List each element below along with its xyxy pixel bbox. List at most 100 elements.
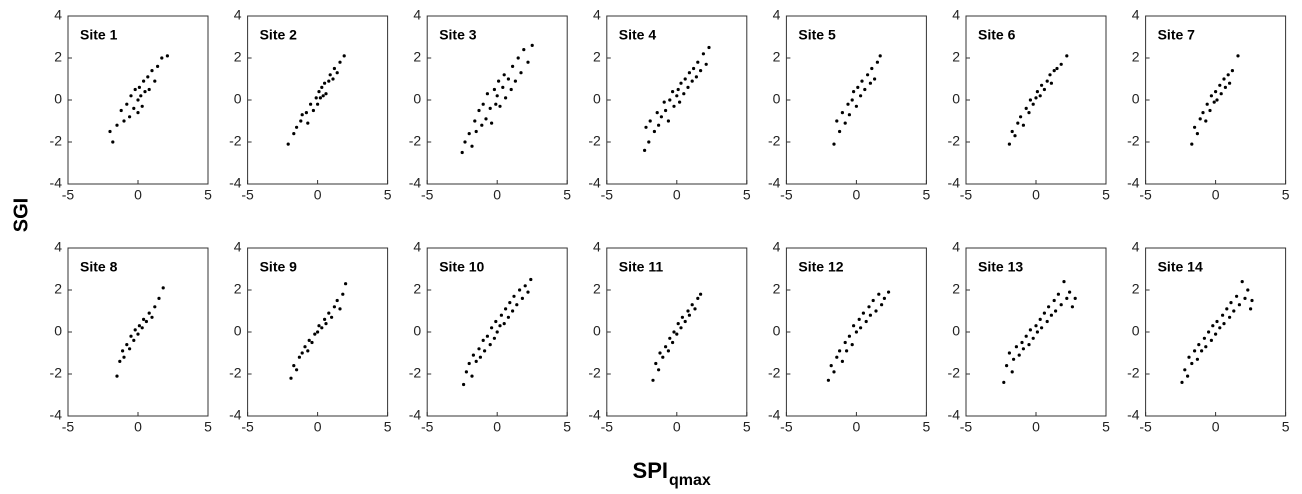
- x-tick-label: 0: [493, 419, 501, 435]
- plot-frame: [247, 15, 389, 185]
- x-axis-label-subscript: qmax: [669, 472, 711, 489]
- point: [1045, 319, 1049, 324]
- point: [847, 334, 852, 338]
- point: [1222, 77, 1226, 81]
- point: [1016, 121, 1020, 125]
- point: [1250, 298, 1254, 303]
- point: [477, 347, 481, 351]
- plot-frame: [785, 15, 927, 185]
- point: [648, 119, 652, 123]
- y-tick-label: 2: [413, 49, 421, 65]
- y-tick-label: 4: [593, 239, 601, 255]
- point: [1054, 309, 1058, 313]
- y-tick-label: -2: [948, 365, 961, 381]
- point: [707, 45, 711, 50]
- point: [657, 368, 661, 372]
- x-tick-label: 0: [1032, 187, 1040, 203]
- y-tick-label: -2: [768, 365, 781, 381]
- point: [146, 75, 150, 79]
- point: [108, 129, 112, 134]
- x-tick-label: 5: [923, 419, 931, 435]
- point: [683, 319, 687, 324]
- point: [1035, 90, 1039, 94]
- point: [664, 108, 668, 113]
- point: [341, 292, 345, 296]
- point: [292, 132, 296, 136]
- y-tick-label: 2: [773, 49, 781, 65]
- point: [121, 349, 125, 353]
- point: [292, 364, 296, 368]
- point: [1249, 307, 1253, 311]
- point: [317, 324, 321, 328]
- x-tick-label: 5: [1102, 187, 1110, 203]
- point: [477, 108, 481, 113]
- point: [666, 349, 671, 353]
- point: [846, 102, 850, 106]
- point: [860, 79, 864, 83]
- point: [668, 336, 672, 340]
- y-tick-label: -2: [409, 365, 422, 381]
- point: [1193, 349, 1197, 353]
- point: [512, 294, 516, 298]
- y-tick-label: 4: [773, 239, 781, 255]
- point: [829, 364, 833, 368]
- point: [497, 79, 501, 83]
- point: [1028, 98, 1032, 102]
- y-tick-label: -2: [1127, 365, 1140, 381]
- point: [671, 340, 675, 345]
- y-tick-label: -4: [229, 175, 242, 191]
- point: [1027, 111, 1031, 115]
- point: [474, 359, 478, 363]
- y-tick-label: 4: [54, 239, 62, 255]
- point: [332, 66, 336, 71]
- point: [1211, 324, 1215, 328]
- point: [672, 104, 676, 108]
- point: [137, 324, 141, 328]
- point: [462, 382, 466, 387]
- y-tick-label: 0: [593, 91, 601, 107]
- point: [1014, 345, 1019, 349]
- point: [683, 77, 687, 81]
- point: [857, 317, 861, 321]
- point: [1229, 301, 1233, 305]
- y-tick-label: 4: [593, 7, 601, 23]
- y-tick-label: -4: [588, 175, 601, 191]
- y-tick-label: 2: [54, 281, 62, 297]
- point: [690, 79, 694, 83]
- y-tick-label: 4: [1132, 7, 1140, 23]
- point: [1190, 142, 1194, 146]
- point: [1240, 280, 1244, 284]
- point: [506, 315, 510, 319]
- point: [1219, 92, 1223, 96]
- point: [467, 361, 471, 366]
- point: [338, 60, 342, 64]
- panel: -5 0 5 -4 -2 0 2 4 Site 12: [768, 239, 931, 435]
- point: [1214, 90, 1218, 94]
- y-tick-label: 0: [234, 91, 242, 107]
- point: [311, 108, 315, 113]
- point: [693, 307, 697, 311]
- point: [516, 56, 520, 60]
- point: [1010, 129, 1014, 134]
- point: [481, 102, 485, 106]
- point: [1237, 303, 1241, 307]
- point: [464, 370, 468, 374]
- point: [1193, 125, 1197, 129]
- point: [850, 98, 854, 102]
- x-tick-label: 0: [853, 419, 861, 435]
- point: [664, 345, 668, 349]
- point: [1190, 361, 1194, 366]
- point: [342, 54, 346, 58]
- panel-title: Site 7: [1158, 27, 1196, 43]
- x-tick-label: 5: [204, 419, 212, 435]
- point: [323, 317, 327, 321]
- y-tick-label: -2: [588, 365, 601, 381]
- point: [1065, 54, 1069, 58]
- x-tick-label: -5: [421, 187, 434, 203]
- point: [701, 52, 706, 56]
- point: [508, 301, 512, 305]
- point: [128, 115, 132, 119]
- point: [490, 121, 494, 125]
- point: [150, 315, 154, 319]
